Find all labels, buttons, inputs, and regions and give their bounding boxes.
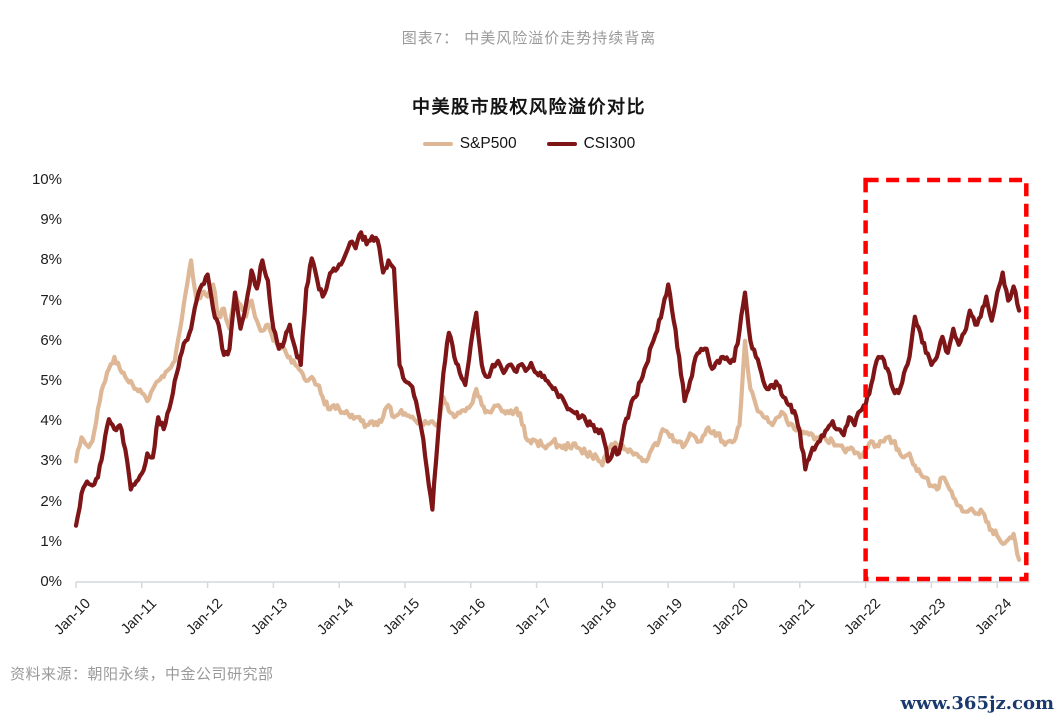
chart-title: 中美股市股权风险溢价对比 <box>412 97 646 117</box>
legend-label-csi300: CSI300 <box>583 135 636 152</box>
y-axis-label: 6% <box>40 331 62 349</box>
csi300-line <box>73 230 1022 528</box>
source-note: 资料来源：朝阳永续，中金公司研究部 <box>10 666 274 683</box>
legend-swatch-csi300 <box>546 141 577 147</box>
legend-swatch-sp500 <box>422 141 453 147</box>
y-axis-label: 0% <box>40 573 62 590</box>
y-axis-label: 1% <box>40 532 62 550</box>
y-axis-label: 9% <box>40 211 62 229</box>
y-axis-label: 4% <box>40 412 62 430</box>
y-axis-label: 5% <box>40 372 62 389</box>
watermark-link[interactable]: www.365jz.com <box>900 693 1054 714</box>
legend: S&P500 CSI300 <box>0 135 1058 153</box>
sp500-line <box>73 258 1022 562</box>
legend-label-sp500: S&P500 <box>459 135 517 152</box>
legend-item-csi300: CSI300 <box>546 135 636 153</box>
highlight-box <box>863 177 1029 582</box>
y-axis-label: 10% <box>31 171 62 188</box>
y-axis-label: 8% <box>40 251 62 269</box>
legend-item-sp500: S&P500 <box>422 135 517 153</box>
y-axis-label: 2% <box>40 492 62 510</box>
y-axis-label: 7% <box>40 291 62 309</box>
figure-caption: 图表7： 中美风险溢价走势持续背离 <box>401 30 657 47</box>
y-axis-label: 3% <box>40 452 62 470</box>
